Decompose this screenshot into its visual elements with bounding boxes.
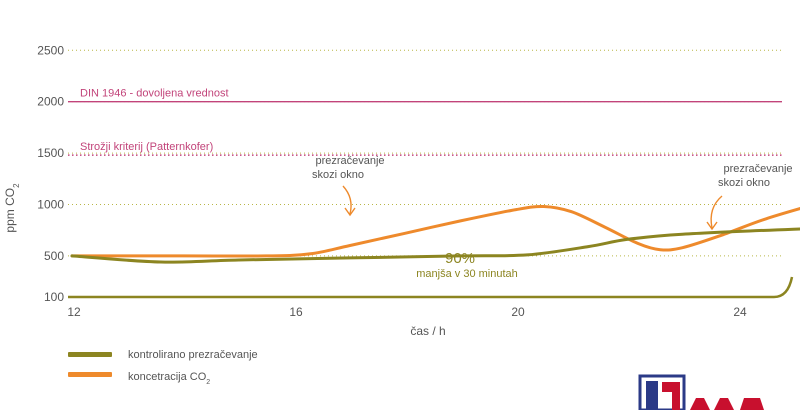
baseline-axis <box>68 276 794 299</box>
annotation-1-arrowhead <box>344 207 356 217</box>
y-tick-label: 1500 <box>37 146 64 160</box>
x-tick-label: 12 <box>67 305 81 319</box>
brand-logo <box>638 374 764 410</box>
x-axis-title: čas / h <box>410 324 445 338</box>
legend: kontrolirano prezračevanje koncetracija … <box>68 349 258 386</box>
y-tick-label: 100 <box>44 290 64 304</box>
y-tick-label: 2500 <box>37 43 64 57</box>
series-line-kontrolirano <box>70 227 800 264</box>
annotation-percent: 90% <box>445 250 475 267</box>
reference-lines: DIN 1946 - dovoljena vrednost Strožji kri… <box>68 88 782 156</box>
y-axis-title: ppm CO2 <box>3 183 21 233</box>
y-tick-label: 2000 <box>37 95 64 109</box>
reference-label-1: DIN 1946 - dovoljena vrednost <box>80 88 229 100</box>
x-axis: 12162024201612 <box>67 276 794 319</box>
annotation-2-line-1: prezračevanje <box>723 163 792 175</box>
annotation-reduction: 90% manjša v 30 minutah <box>416 250 518 280</box>
x-tick-label: 16 <box>289 305 303 319</box>
reference-label-2: Strožji kriterij (Patternkofer) <box>80 141 213 153</box>
y-tick-label: 1000 <box>37 197 64 211</box>
legend-label-kontrolirano: kontrolirano prezračevanje <box>128 349 258 361</box>
y-tick-label: 500 <box>44 249 64 263</box>
legend-swatch-kontrolirano <box>68 352 112 357</box>
annotation-window-2: prezračevanje skozi okno <box>706 163 793 231</box>
x-tick-label: 24 <box>733 305 747 319</box>
legend-swatch-koncetracija <box>68 372 112 377</box>
annotation-1-arrow <box>342 185 352 215</box>
annotation-2-line-2: skozi okno <box>718 177 770 189</box>
annotation-percent-caption: manjša v 30 minutah <box>416 268 518 280</box>
series-lines <box>70 204 800 264</box>
annotation-1-line-2: skozi okno <box>312 169 364 181</box>
annotation-window-1: prezračevanje skozi okno <box>312 155 385 217</box>
legend-label-koncetracija: koncetracija CO2 <box>128 371 210 386</box>
annotation-2-arrowhead <box>706 221 718 231</box>
series-line-koncetracija <box>70 204 800 258</box>
annotation-2-arrow <box>710 195 723 229</box>
y-axis: 100 500 1000 1500 2000 2500 <box>37 43 64 304</box>
x-tick-label: 20 <box>511 305 525 319</box>
annotation-1-line-1: prezračevanje <box>315 155 384 167</box>
